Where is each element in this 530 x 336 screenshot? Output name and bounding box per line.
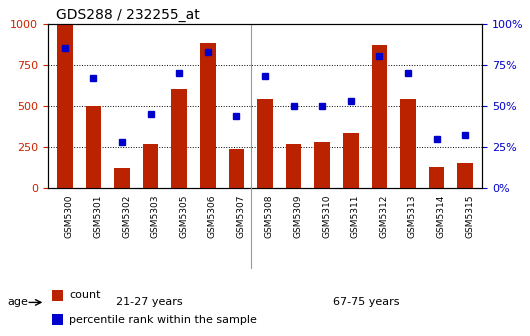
Text: 67-75 years: 67-75 years (333, 297, 400, 307)
Text: GSM5305: GSM5305 (179, 195, 188, 238)
Bar (171, 89, 187, 188)
Bar (286, 144, 302, 188)
Bar (85, 106, 101, 188)
Text: GSM5314: GSM5314 (437, 195, 446, 238)
Text: GSM5309: GSM5309 (294, 195, 303, 238)
Text: GSM5302: GSM5302 (122, 195, 131, 238)
Bar (429, 167, 445, 188)
Text: GSM5300: GSM5300 (65, 195, 74, 238)
Bar (457, 163, 473, 188)
Text: count: count (69, 291, 101, 300)
Text: GSM5306: GSM5306 (208, 195, 217, 238)
Bar (314, 142, 330, 188)
Bar (52, 314, 63, 325)
Text: GSM5307: GSM5307 (236, 195, 245, 238)
Text: GSM5313: GSM5313 (408, 195, 417, 238)
Text: percentile rank within the sample: percentile rank within the sample (69, 315, 257, 325)
Text: GSM5312: GSM5312 (379, 195, 388, 238)
Bar (57, 24, 73, 188)
Text: GSM5301: GSM5301 (93, 195, 102, 238)
Bar (343, 133, 359, 188)
Bar (372, 45, 387, 188)
Bar (143, 144, 158, 188)
Bar (200, 43, 216, 188)
Text: age: age (7, 297, 28, 307)
Text: 21-27 years: 21-27 years (116, 297, 182, 307)
Text: GSM5308: GSM5308 (265, 195, 274, 238)
Bar (257, 99, 273, 188)
Text: GSM5311: GSM5311 (351, 195, 360, 238)
Bar (52, 290, 63, 301)
Bar (228, 149, 244, 188)
Text: GSM5303: GSM5303 (151, 195, 160, 238)
Bar (400, 99, 416, 188)
Text: GDS288 / 232255_at: GDS288 / 232255_at (56, 8, 200, 23)
Text: GSM5310: GSM5310 (322, 195, 331, 238)
Bar (114, 168, 130, 188)
Text: GSM5315: GSM5315 (465, 195, 474, 238)
